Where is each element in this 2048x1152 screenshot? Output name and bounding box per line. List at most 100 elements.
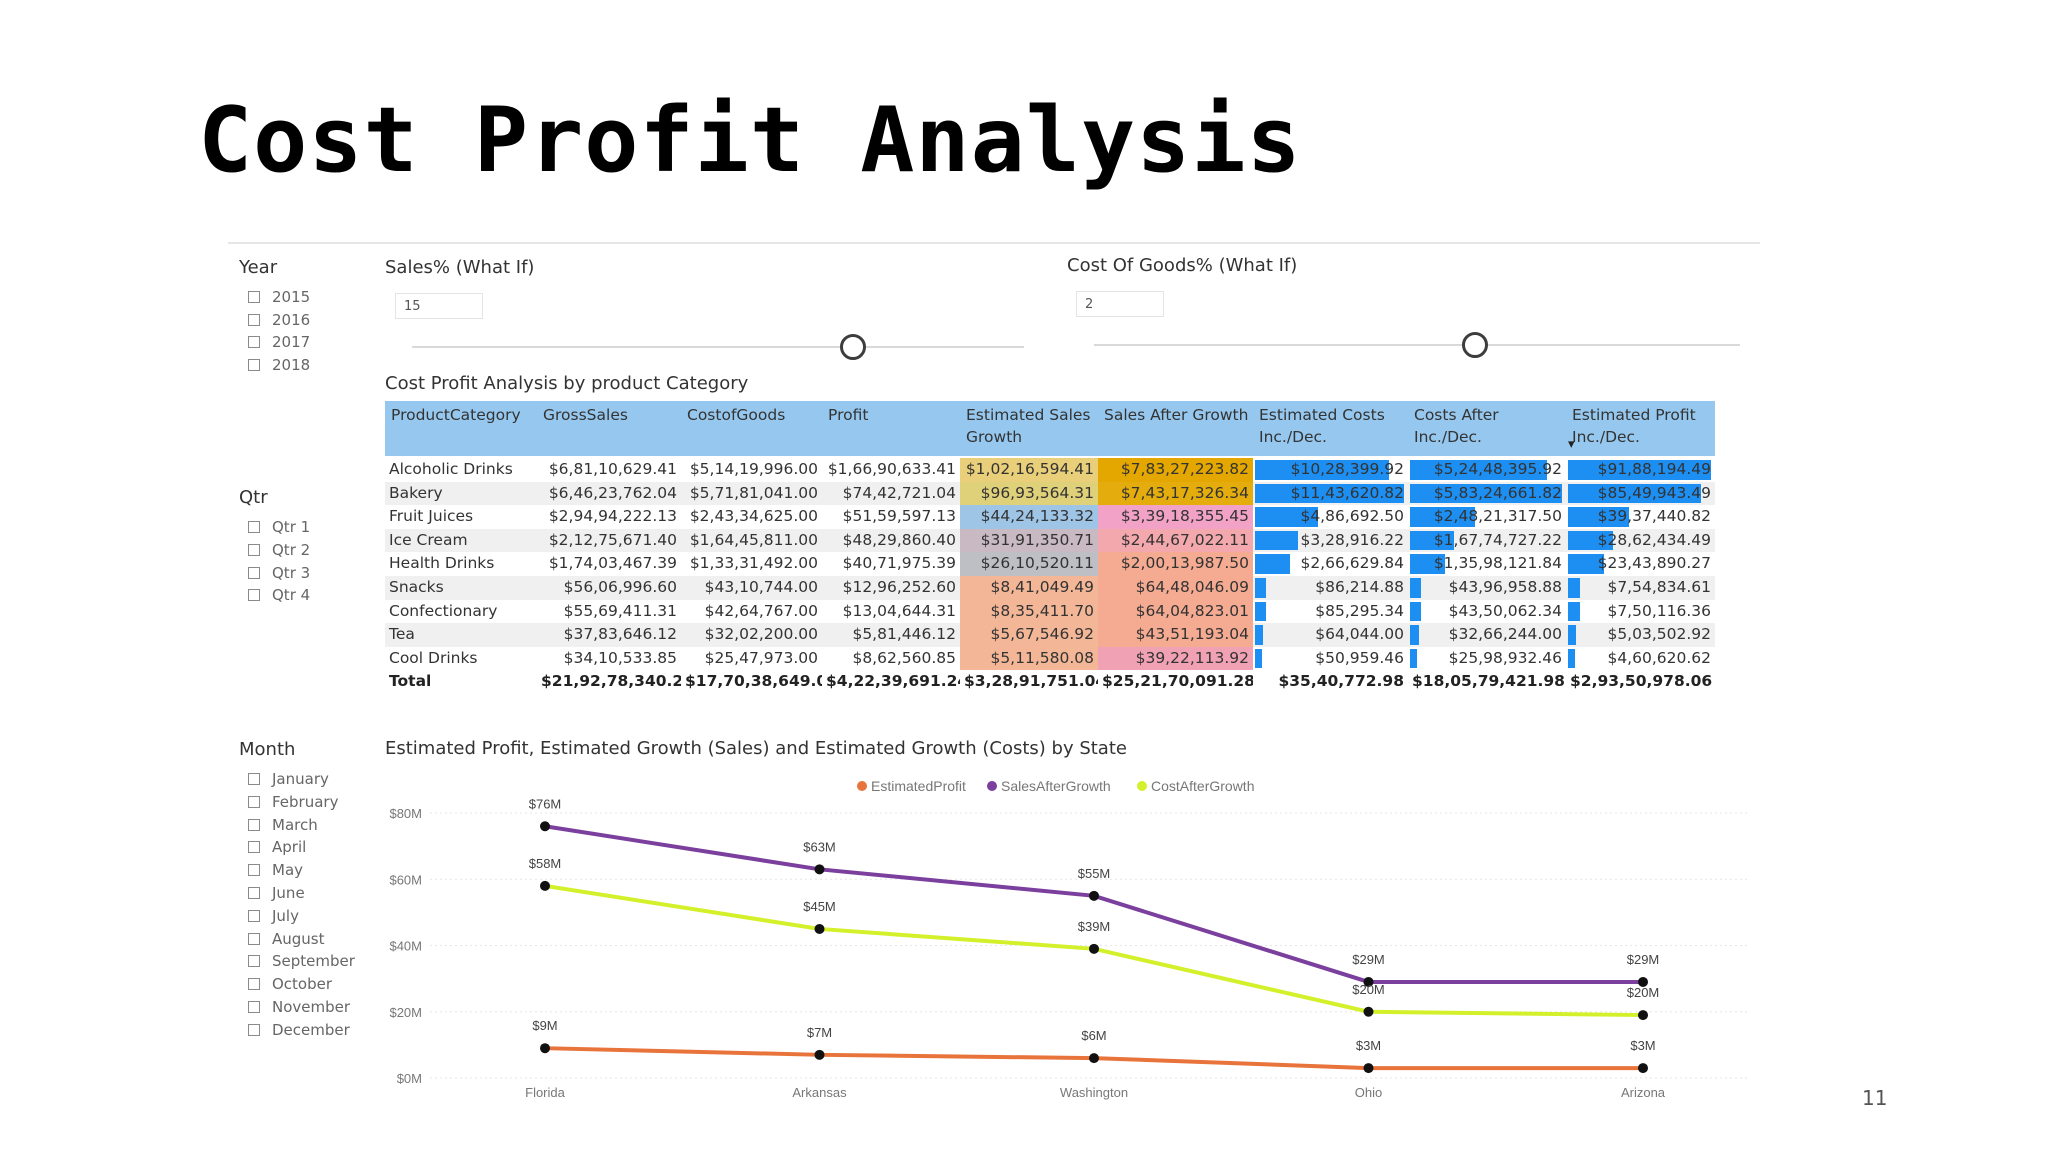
cogs-whatif-title: Cost Of Goods% (What If) <box>1067 255 1298 276</box>
year-option-2015[interactable]: 2015 <box>248 288 310 306</box>
column-header[interactable]: ProductCategory <box>385 401 537 456</box>
checkbox[interactable] <box>248 773 260 785</box>
checkbox[interactable] <box>248 864 260 877</box>
table-cell: $6,46,23,762.04 <box>548 483 677 502</box>
column-header[interactable]: Costs After Inc./Dec. <box>1408 401 1566 456</box>
data-point[interactable] <box>540 880 550 891</box>
legend-marker <box>1137 781 1147 791</box>
legend-item[interactable]: CostAfterGrowth <box>1137 778 1254 794</box>
data-point[interactable] <box>1638 976 1648 987</box>
month-option-february[interactable]: February <box>248 793 338 811</box>
checkbox[interactable] <box>248 1001 260 1013</box>
month-option-october[interactable]: October <box>248 975 332 993</box>
checkbox[interactable] <box>248 313 260 326</box>
checkbox[interactable] <box>248 566 260 579</box>
table-cell: $5,11,580.08 <box>990 648 1094 667</box>
column-header[interactable]: Sales After Growth <box>1098 401 1253 456</box>
data-point[interactable] <box>814 864 825 875</box>
checkbox[interactable] <box>248 887 260 899</box>
month-option-march[interactable]: March <box>248 816 318 834</box>
year-option-2017[interactable]: 2017 <box>248 333 310 351</box>
month-option-may[interactable]: May <box>248 861 303 879</box>
legend-item[interactable]: SalesAfterGrowth <box>987 778 1111 794</box>
table-cell: $2,44,67,022.11 <box>1120 530 1249 549</box>
month-option-label: June <box>272 884 305 902</box>
month-option-june[interactable]: June <box>248 884 305 902</box>
table-cell: $96,93,564.31 <box>980 483 1094 502</box>
column-header[interactable]: GrossSales <box>537 401 681 456</box>
checkbox[interactable] <box>248 521 260 533</box>
row-category: Bakery <box>389 483 443 502</box>
data-point[interactable] <box>1638 1010 1648 1021</box>
qtr-option-qtr-1[interactable]: Qtr 1 <box>248 518 310 536</box>
data-point[interactable] <box>1089 943 1099 954</box>
data-point[interactable] <box>540 821 550 832</box>
table-cell: $5,81,446.12 <box>852 625 956 644</box>
data-point[interactable] <box>814 1049 825 1060</box>
checkbox[interactable] <box>248 955 260 968</box>
table-cell: $86,214.88 <box>1315 578 1404 596</box>
checkbox[interactable] <box>248 818 260 831</box>
data-bar <box>1568 648 1576 669</box>
data-label: $9M <box>532 1018 557 1033</box>
legend-item[interactable]: EstimatedProfit <box>857 778 966 794</box>
month-option-january[interactable]: January <box>248 770 329 788</box>
column-header[interactable]: CostofGoods <box>681 401 822 456</box>
checkbox[interactable] <box>248 795 260 808</box>
month-option-november[interactable]: November <box>248 998 350 1016</box>
column-header[interactable]: Estimated Profit Inc./Dec. <box>1566 401 1715 456</box>
qtr-option-qtr-3[interactable]: Qtr 3 <box>248 564 310 582</box>
data-point[interactable] <box>1363 976 1374 987</box>
data-point[interactable] <box>1363 1063 1374 1074</box>
checkbox[interactable] <box>248 291 260 303</box>
data-point[interactable] <box>1638 1063 1648 1074</box>
month-option-december[interactable]: December <box>248 1021 350 1039</box>
sales-slider-handle[interactable] <box>839 334 866 360</box>
data-point[interactable] <box>1089 890 1099 901</box>
sales-whatif-input[interactable]: 15 <box>395 293 483 319</box>
month-option-july[interactable]: July <box>248 907 299 925</box>
data-label: $76M <box>529 796 562 811</box>
year-option-2016[interactable]: 2016 <box>248 311 310 329</box>
checkbox[interactable] <box>248 358 260 371</box>
checkbox[interactable] <box>248 909 260 922</box>
table-cell: $5,83,24,661.82 <box>1433 483 1562 502</box>
cogs-whatif-input[interactable]: 2 <box>1076 291 1164 317</box>
month-option-label: September <box>272 952 355 971</box>
month-option-april[interactable]: April <box>248 838 306 856</box>
table-cell: $85,295.34 <box>1315 601 1404 620</box>
qtr-option-qtr-2[interactable]: Qtr 2 <box>248 541 310 559</box>
y-tick-label: $20M <box>389 1005 422 1020</box>
sales-slider-track[interactable] <box>412 346 1024 348</box>
checkbox[interactable] <box>248 841 260 854</box>
sort-descending-icon[interactable]: ▾ <box>1568 437 1575 452</box>
checkbox[interactable] <box>248 932 260 945</box>
year-option-2018[interactable]: 2018 <box>248 356 310 374</box>
cell-color-fill <box>960 481 1098 506</box>
table-cell: $1,67,74,727.22 <box>1433 530 1562 549</box>
checkbox[interactable] <box>248 336 260 348</box>
checkbox[interactable] <box>248 543 260 556</box>
data-point[interactable] <box>1363 1006 1374 1017</box>
month-option-august[interactable]: August <box>248 930 325 948</box>
data-point[interactable] <box>1089 1053 1099 1064</box>
data-bar <box>1410 625 1419 645</box>
column-header[interactable]: Estimated Sales Growth <box>960 401 1098 456</box>
series-line-salesaftergrowth <box>544 824 1643 984</box>
data-bar <box>1410 578 1422 598</box>
column-header[interactable]: Profit <box>822 401 960 456</box>
data-point[interactable] <box>814 923 825 934</box>
cogs-slider-track[interactable] <box>1094 344 1740 346</box>
column-header[interactable]: Estimated Costs Inc./Dec. <box>1253 401 1408 456</box>
checkbox[interactable] <box>248 978 260 991</box>
table-cell: $42,64,767.00 <box>704 601 818 620</box>
month-option-september[interactable]: September <box>248 952 355 970</box>
data-point[interactable] <box>540 1043 550 1054</box>
table-cell: $50,959.46 <box>1315 648 1404 667</box>
qtr-option-qtr-4[interactable]: Qtr 4 <box>248 586 310 604</box>
checkbox[interactable] <box>248 1023 260 1036</box>
table-cell: $8,41,049.49 <box>990 578 1094 596</box>
data-bar <box>1410 601 1422 622</box>
checkbox[interactable] <box>248 589 260 602</box>
cogs-slider-handle[interactable] <box>1462 332 1489 358</box>
